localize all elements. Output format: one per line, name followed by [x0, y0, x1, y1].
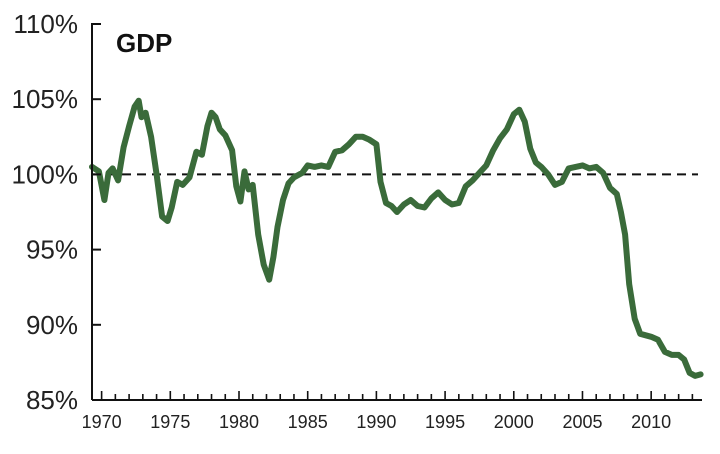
chart-title: GDP	[116, 28, 172, 58]
y-tick-label: 105%	[12, 84, 79, 114]
x-tick-label: 1995	[425, 412, 465, 432]
series-layer	[89, 97, 704, 379]
y-tick-label: 90%	[26, 310, 78, 340]
y-tick-label: 95%	[26, 235, 78, 265]
x-tick-label: 1970	[82, 412, 122, 432]
x-tick-label: 1990	[356, 412, 396, 432]
y-tick-label: 110%	[13, 9, 78, 39]
x-tick-label: 2000	[494, 412, 534, 432]
y-axis-labels: 110% 105% 100% 95% 90% 85%	[12, 9, 79, 415]
series-line-gdp	[89, 97, 704, 379]
x-tick-label: 2010	[631, 412, 671, 432]
y-tick-label: 85%	[26, 385, 78, 415]
x-tick-label: 1980	[219, 412, 259, 432]
y-tick-label: 100%	[12, 159, 79, 189]
x-axis-labels: 1970 1975 1980 1985 1990 1995 2000 2005 2010	[82, 412, 672, 432]
x-tick-label: 1985	[288, 412, 328, 432]
axes	[91, 23, 702, 401]
x-tick-label: 2005	[562, 412, 602, 432]
x-tick-label: 1975	[150, 412, 190, 432]
